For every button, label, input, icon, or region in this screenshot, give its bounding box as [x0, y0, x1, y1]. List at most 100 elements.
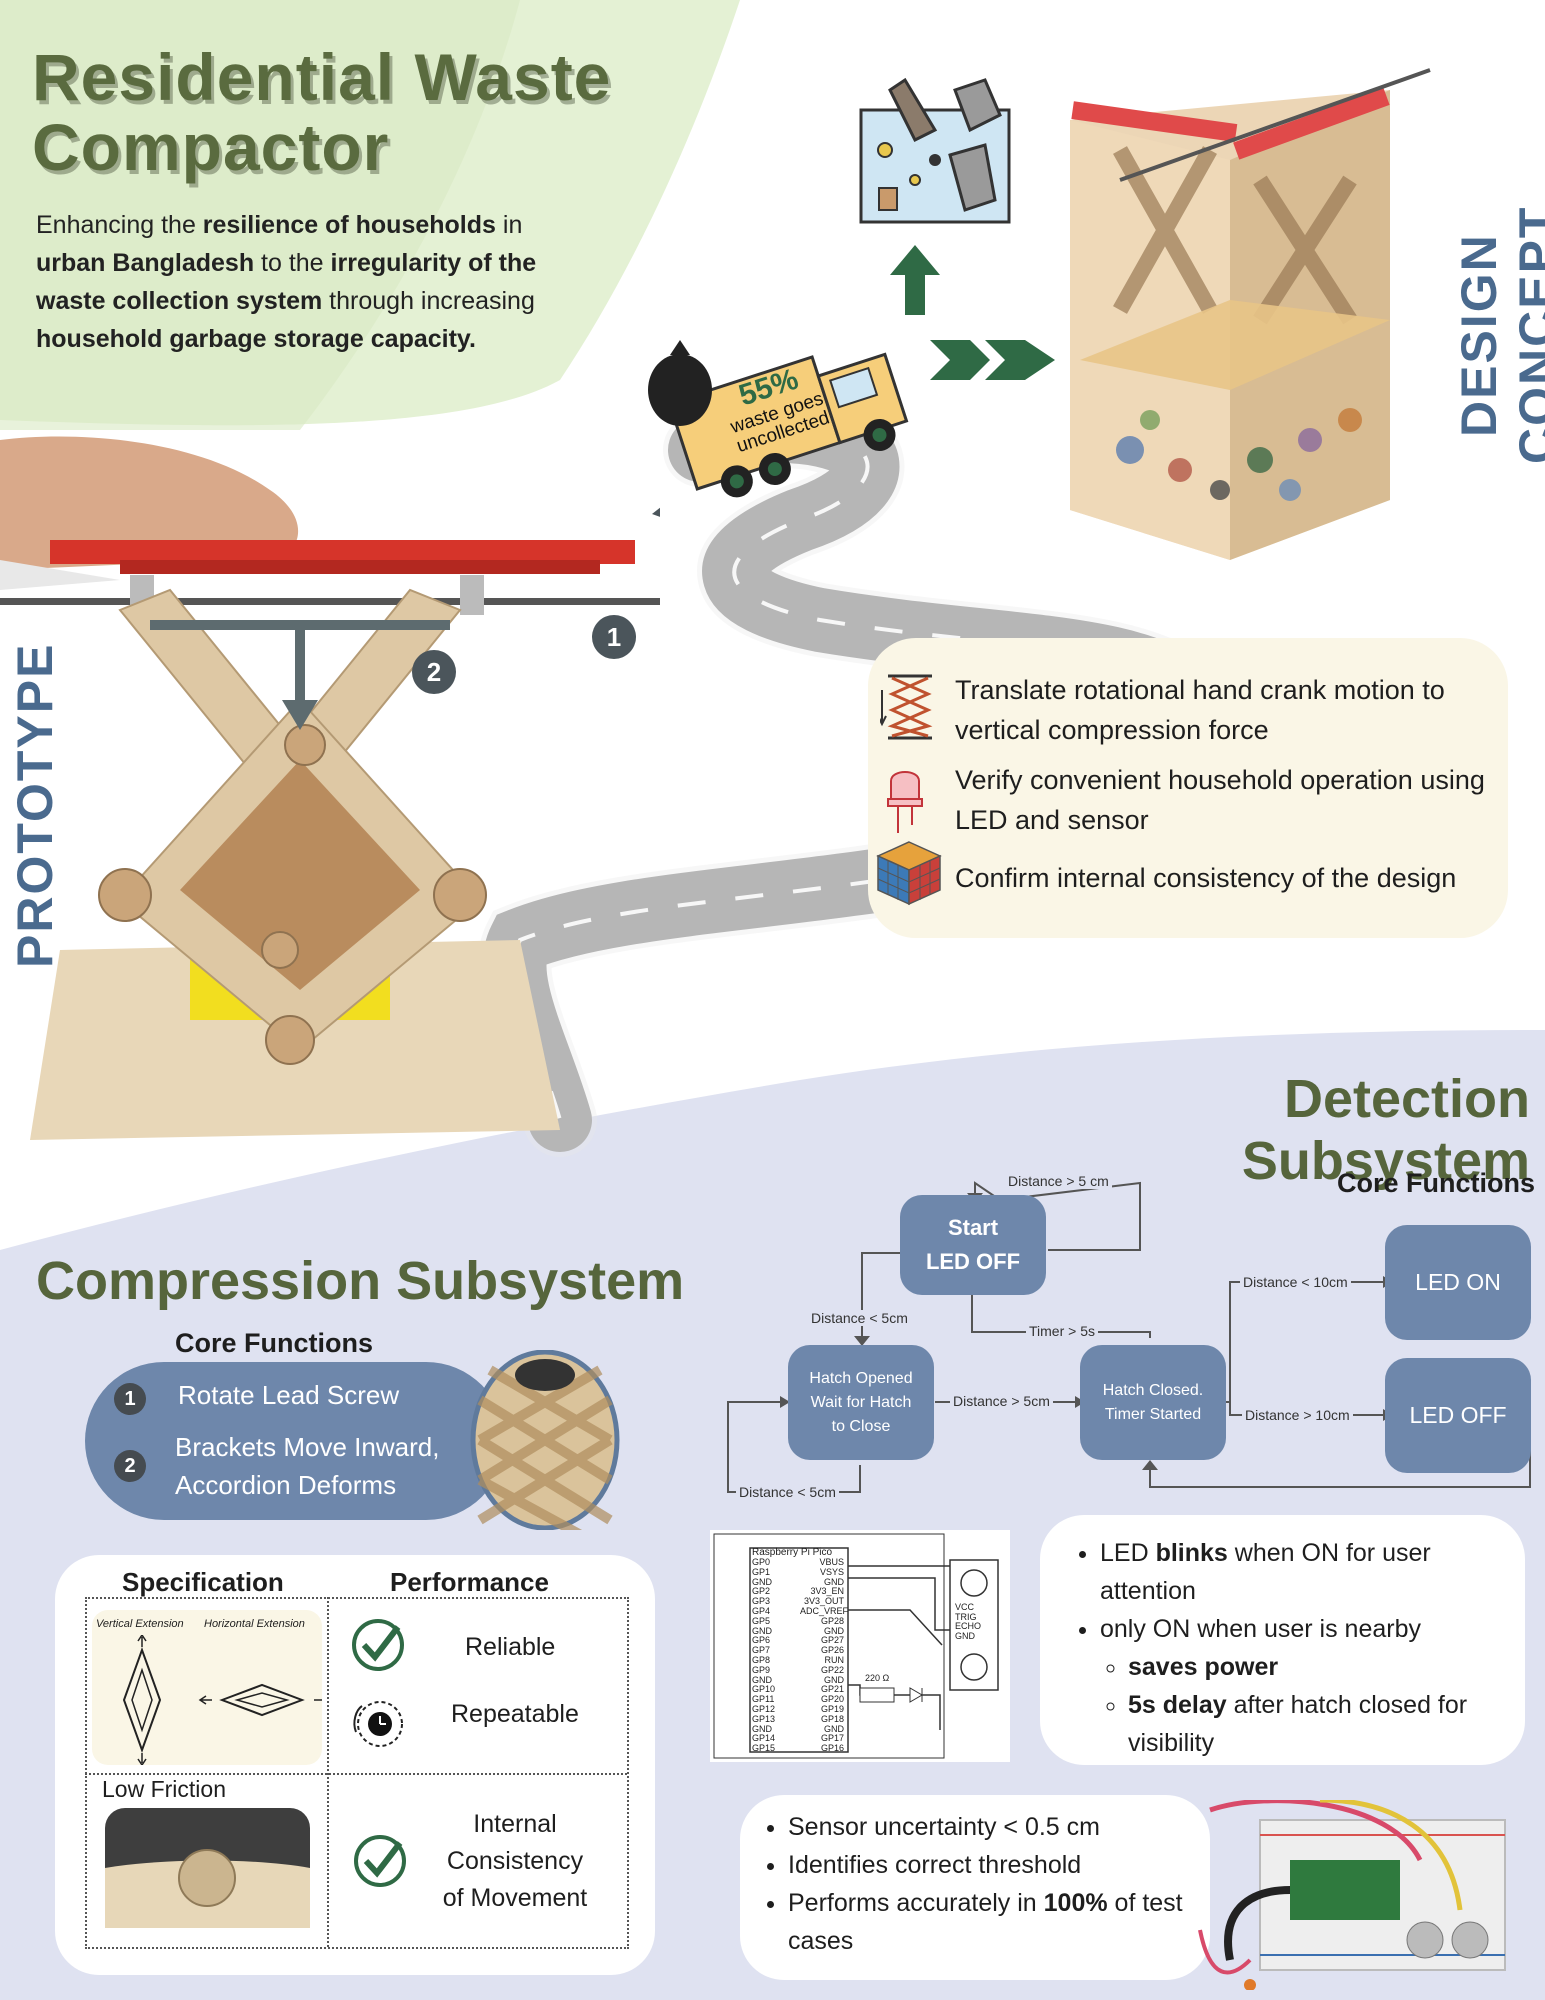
note-d2: after hatch closed for visibility — [1128, 1691, 1468, 1757]
internal-line-1: Internal — [473, 1810, 557, 1838]
garbage-truck-illustration — [648, 340, 909, 498]
circuit-right-pins: VBUS VSYS GND 3V3_EN 3V3_OUT ADC_VREF GP28 GND G… — [800, 1557, 849, 1754]
hatch-closed-line-1: Hatch Closed. — [1102, 1381, 1204, 1399]
intro-text-1: Enhancing the — [36, 211, 203, 239]
pin-label: GND — [824, 1723, 844, 1734]
pin-label: RUN — [824, 1654, 845, 1665]
transition-timer: Timer > 5s — [1026, 1323, 1098, 1339]
spec-low-friction: Low Friction — [102, 1776, 226, 1802]
state-hatch-closed: Hatch Closed. Timer Started — [1080, 1345, 1226, 1460]
circuit-board-label: Raspberry Pi Pico — [752, 1547, 833, 1558]
rubiks-cube-icon — [876, 841, 942, 906]
hatch-opened-line-1: Hatch Opened — [809, 1369, 913, 1387]
transition-dist-lt5b: Distance < 5cm — [736, 1484, 839, 1500]
double-chevron-icon — [930, 340, 1055, 380]
title-line-2: Compactor — [32, 110, 390, 184]
intro-bold-1: resilience of households — [202, 211, 496, 239]
pin-label: GP11 — [752, 1694, 775, 1705]
scissor-lift-icon — [880, 674, 933, 740]
core-functions-pill — [85, 1362, 505, 1520]
note-a2: blinks — [1155, 1539, 1228, 1567]
result-c3: of test cases — [788, 1889, 1183, 1955]
state-start: Start LED OFF — [900, 1195, 1046, 1295]
check-icon — [352, 1619, 404, 1671]
perf-internal-consistency: Internal Consistency of Movement — [420, 1806, 610, 1917]
pin-label: GP12 — [752, 1703, 776, 1714]
intro-bold-2: urban Bangladesh — [36, 249, 255, 277]
result-c2: 100% — [1043, 1889, 1108, 1917]
sketch-horizontal-label: Horizontal Extension — [204, 1618, 305, 1630]
pin-label: VSYS — [819, 1566, 844, 1577]
function-1: Rotate Lead Screw — [178, 1380, 400, 1410]
pin-label: GND — [752, 1576, 772, 1587]
title-line-1: Residential Waste — [32, 40, 612, 114]
detection-notes: LED blinks when ON for user attention on… — [1072, 1534, 1512, 1762]
pin-label: GP3 — [752, 1596, 771, 1607]
sensor-pin-label: VCC — [955, 1602, 975, 1612]
result-uncertainty: Sensor uncertainty < 0.5 cm — [788, 1808, 1200, 1846]
pin-label: GP4 — [752, 1605, 771, 1616]
function-2-line-1: Brackets Move Inward, — [175, 1432, 440, 1462]
goal-3: Confirm internal consistency of the desi… — [955, 863, 1457, 893]
pin-label: GP6 — [752, 1635, 771, 1646]
sensor-pin-label: ECHO — [955, 1621, 982, 1632]
note-a1: LED — [1100, 1539, 1156, 1567]
perf-repeatable: Repeatable — [451, 1700, 579, 1728]
pin-label: GND — [824, 1625, 844, 1636]
result-accuracy: Performs accurately in 100% of test case… — [788, 1884, 1200, 1960]
pin-label: GP2 — [752, 1586, 771, 1597]
pin-label: GP10 — [752, 1684, 776, 1695]
note-saves-power: saves power — [1128, 1648, 1512, 1686]
internal-line-2: Consistency — [446, 1847, 584, 1875]
pin-label: GP19 — [820, 1703, 844, 1714]
pin-label: GND — [752, 1625, 772, 1636]
compression-core-functions: Core Functions — [175, 1328, 374, 1358]
result-threshold: Identifies correct threshold — [788, 1846, 1200, 1884]
intro-text-3: to the — [254, 249, 331, 277]
pin-label: GP17 — [820, 1733, 844, 1744]
pin-label: ADC_VREF — [800, 1605, 849, 1616]
pin-label: VBUS — [819, 1557, 844, 1567]
hatch-closed-line-2: Timer Started — [1104, 1405, 1202, 1423]
detection-core-functions: Core Functions — [1336, 1168, 1535, 1198]
pin-label: GND — [824, 1576, 844, 1587]
circuit-left-pins: GP0 GP1 GND GP2 GP3 GP4 GP5 GND GP6 GP7 GP8 GP9 GND G… — [752, 1557, 776, 1754]
note-d1: 5s delay — [1128, 1691, 1227, 1719]
detection-results: Sensor uncertainty < 0.5 cm Identifies c… — [760, 1808, 1200, 1960]
pin-label: GP9 — [752, 1664, 771, 1675]
transition-dist-lt5: Distance < 5cm — [808, 1310, 911, 1326]
grid-vertical-divider — [327, 1597, 329, 1947]
note-c: saves power — [1128, 1653, 1279, 1681]
pin-label: GP5 — [752, 1615, 771, 1626]
pin-label: GND — [752, 1723, 772, 1734]
state-start-label: Start — [947, 1215, 999, 1240]
pin-label: GP27 — [820, 1635, 844, 1646]
low-friction-photo — [105, 1808, 310, 1928]
note-delay: 5s delay after hatch closed for visibili… — [1128, 1686, 1512, 1762]
pin-label: GP18 — [820, 1713, 844, 1724]
intro-bold-3: irregularity of the waste collection sys… — [36, 249, 537, 315]
note-only-on: only ON when user is nearby — [1100, 1610, 1512, 1648]
pin-label: 3V3_EN — [810, 1586, 844, 1597]
pin-label: GP13 — [752, 1713, 776, 1724]
pin-label: GP26 — [820, 1645, 844, 1656]
pin-label: GP15 — [752, 1743, 776, 1754]
pin-label: GP7 — [752, 1645, 771, 1656]
circuit-resistor-label: 220 Ω — [865, 1673, 890, 1683]
sensor-pin-label: GND — [955, 1630, 975, 1641]
pin-label: GND — [824, 1674, 844, 1685]
hatch-opened-line-2: Wait for Hatch — [810, 1393, 912, 1411]
function-2-line-2: Accordion Deforms — [175, 1470, 397, 1500]
step-2-badge: 2 — [412, 650, 456, 694]
step-1-badge: 1 — [592, 615, 636, 659]
hatch-opened-line-3: to Close — [831, 1417, 891, 1435]
sketch-vertical-label: Vertical Extension — [96, 1618, 184, 1630]
result-c1: Performs accurately in — [788, 1889, 1044, 1917]
intro-text-2: in — [495, 211, 523, 239]
goal-2: Verify convenient household operation us… — [955, 765, 1485, 835]
function-2: Brackets Move Inward, Accordion Deforms — [175, 1428, 439, 1504]
up-arrow-icon — [890, 245, 940, 315]
detection-notes-card — [1040, 1515, 1525, 1765]
accordion-photo — [470, 1350, 620, 1530]
state-led-on: LED ON — [1385, 1225, 1531, 1340]
